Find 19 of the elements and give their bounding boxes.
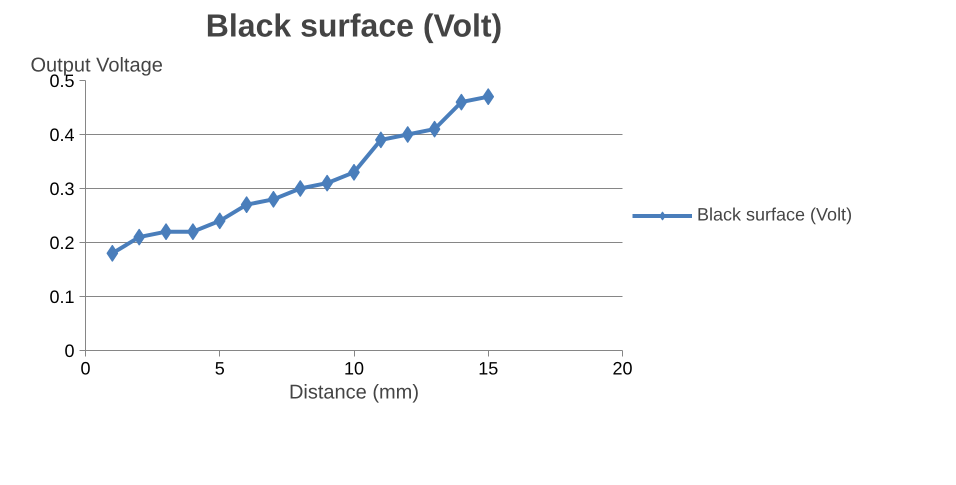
point: [294, 180, 306, 197]
x-tick-label: 20: [612, 358, 633, 378]
point: [214, 212, 226, 230]
x-axis-title: Distance (mm): [288, 382, 420, 404]
x-tick-label: 5: [214, 358, 225, 378]
x-tick-label: 10: [344, 358, 364, 378]
point: [482, 88, 494, 106]
y-tick-label: 0.3: [49, 179, 75, 199]
point: [133, 228, 146, 246]
y-tick-label: 0.1: [49, 287, 75, 307]
y-axis-title: Output Voltage: [30, 54, 163, 76]
y-tick-label: 0: [64, 341, 75, 361]
point: [402, 126, 414, 143]
legend-label: Black surface (Volt): [697, 204, 852, 226]
chart-title: Black surface (Volt): [206, 8, 502, 44]
x-tick-label: 0: [80, 358, 91, 378]
y-tick-label: 0.2: [49, 233, 75, 253]
x-tick-label: 15: [478, 358, 498, 378]
y-tick-label: 0.4: [49, 125, 75, 145]
